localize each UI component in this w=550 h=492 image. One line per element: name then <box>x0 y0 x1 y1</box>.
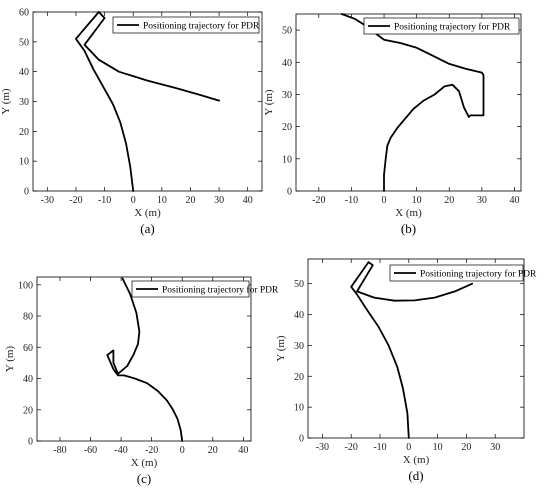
y-tick-label: 60 <box>19 8 29 19</box>
legend: Positioning trajectory for PDR <box>363 17 520 35</box>
legend-label: Positioning trajectory for PDR <box>143 20 260 31</box>
x-tick-label: 30 <box>214 195 224 206</box>
legend: Positioning trajectory for PDR <box>389 264 537 282</box>
x-tick-label: 20 <box>185 195 195 206</box>
trajectory-line <box>340 13 485 192</box>
x-tick-label: 0 <box>382 195 387 206</box>
x-tick-label: -20 <box>145 445 158 456</box>
x-tick-label: 20 <box>461 442 471 453</box>
legend: Positioning trajectory for PDR <box>112 16 260 34</box>
y-axis-title: Y (m) <box>4 346 16 373</box>
x-tick-label: 30 <box>477 195 487 206</box>
legend-label: Positioning trajectory for PDR <box>162 284 279 295</box>
panel-d: -30 -20 -10 0 10 20 30 0 10 20 30 40 50 X (m) Y (m) (d)… <box>275 258 537 483</box>
x-axis-title: X (m) <box>134 207 161 219</box>
x-tick-label: -80 <box>53 445 66 456</box>
x-tick-label: 40 <box>238 445 248 456</box>
y-tick-label: 50 <box>282 26 292 37</box>
y-tick-label: 0 <box>287 187 292 198</box>
y-tick-label: 10 <box>19 157 29 168</box>
trajectory-line <box>106 277 184 442</box>
y-tick-label: 50 <box>19 37 29 48</box>
x-tick-label: 40 <box>243 195 253 206</box>
x-tick-label: 0 <box>406 442 411 453</box>
y-tick-label: 0 <box>24 187 29 198</box>
x-tick-label: 20 <box>208 445 218 456</box>
panel-caption: (c) <box>137 471 151 486</box>
legend-label: Positioning trajectory for PDR <box>420 268 537 279</box>
x-tick-label: -40 <box>114 445 127 456</box>
y-tick-label: 80 <box>23 312 33 323</box>
y-axis-title: Y (m) <box>263 89 275 116</box>
y-tick-label: 40 <box>282 58 292 69</box>
y-tick-label: 20 <box>282 122 292 133</box>
x-tick-label: 0 <box>131 195 136 206</box>
trajectory-line <box>350 261 474 439</box>
x-tick-label: -30 <box>316 442 329 453</box>
x-tick-label: 30 <box>490 442 500 453</box>
panel-caption: (b) <box>401 221 416 236</box>
y-tick-label: 30 <box>282 90 292 101</box>
y-axis-title: Y (m) <box>0 88 12 115</box>
plot-area-d <box>307 258 525 439</box>
y-tick-label: 60 <box>23 343 33 354</box>
x-tick-label: -60 <box>84 445 97 456</box>
y-tick-label: 40 <box>294 310 304 321</box>
trajectory-line <box>75 11 220 192</box>
x-axis-title: X (m) <box>403 454 430 466</box>
legend: Positioning trajectory for PDR <box>131 280 279 298</box>
panel-c: -80 -60 -40 -20 0 20 40 0 20 40 60 80 100 X (m) Y (m) (… <box>4 276 279 486</box>
legend-box <box>112 16 260 34</box>
y-tick-label: 0 <box>299 434 304 445</box>
y-axis-title: Y (m) <box>275 335 287 362</box>
x-tick-label: 10 <box>433 442 443 453</box>
x-tick-label: 20 <box>444 195 454 206</box>
x-tick-label: -10 <box>98 195 111 206</box>
x-tick-label: -10 <box>345 195 358 206</box>
y-tick-label: 40 <box>19 67 29 78</box>
x-tick-label: 0 <box>180 445 185 456</box>
y-tick-label: 10 <box>294 403 304 414</box>
x-axis-title: X (m) <box>131 457 158 469</box>
x-tick-label: 10 <box>412 195 422 206</box>
x-tick-label: -20 <box>69 195 82 206</box>
plot-area-b <box>295 13 522 192</box>
y-tick-label: 0 <box>28 437 33 448</box>
legend-box <box>389 264 524 282</box>
y-tick-label: 30 <box>19 97 29 108</box>
y-tick-label: 40 <box>23 374 33 385</box>
y-tick-label: 20 <box>23 405 33 416</box>
legend-box <box>131 280 250 298</box>
panel-b: -20 -10 0 10 20 30 40 0 10 20 30 40 50 X (m) Y (m) (b) P… <box>263 13 522 236</box>
y-tick-label: 20 <box>294 372 304 383</box>
legend-label: Positioning trajectory for PDR <box>394 21 511 32</box>
legend-box <box>363 17 520 35</box>
y-tick-label: 30 <box>294 341 304 352</box>
panel-caption: (a) <box>140 221 154 236</box>
x-tick-label: -10 <box>373 442 386 453</box>
y-tick-label: 10 <box>282 154 292 165</box>
y-tick-label: 20 <box>19 127 29 138</box>
plot-area-a <box>32 11 263 192</box>
y-tick-label: 100 <box>18 280 33 291</box>
x-tick-label: -20 <box>312 195 325 206</box>
x-tick-label: -30 <box>41 195 54 206</box>
x-tick-label: 40 <box>509 195 519 206</box>
y-tick-label: 50 <box>294 279 304 290</box>
panel-a: -30 -20 -10 0 10 20 30 40 0 10 20 30 40 50 60 X (m) Y (m… <box>0 8 263 236</box>
plot-area-c <box>36 276 252 442</box>
x-axis-title: X (m) <box>395 207 422 219</box>
panel-caption: (d) <box>408 468 423 483</box>
x-tick-label: 10 <box>157 195 167 206</box>
x-tick-label: -20 <box>345 442 358 453</box>
